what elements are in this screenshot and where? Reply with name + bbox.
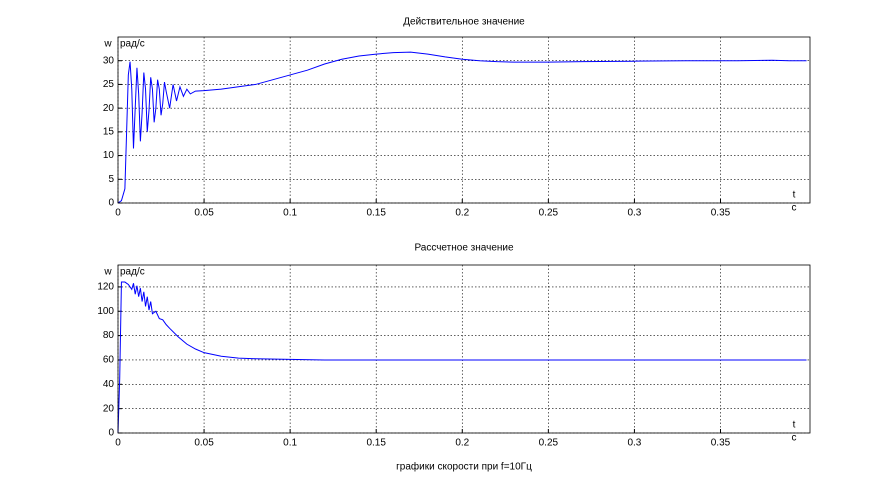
x-tick-label: 0.15 bbox=[366, 438, 386, 449]
data-line bbox=[117, 281, 807, 434]
x-tick-label: 0.05 bbox=[194, 208, 214, 219]
x-tick-label: 0.2 bbox=[455, 438, 469, 449]
x-tick-label: 0.1 bbox=[283, 438, 297, 449]
y-tick-label: 60 bbox=[103, 355, 115, 366]
x-tick-label: 0.05 bbox=[194, 438, 214, 449]
y-tick-label: 20 bbox=[103, 403, 115, 414]
x-axis-unit: с bbox=[792, 433, 797, 444]
y-tick-label: 40 bbox=[103, 379, 115, 390]
x-tick-label: 0.35 bbox=[711, 438, 731, 449]
y-axis-label: w bbox=[103, 267, 112, 278]
y-tick-label: 10 bbox=[103, 150, 115, 161]
y-axis-label: w bbox=[103, 39, 112, 50]
y-tick-label: 15 bbox=[103, 126, 115, 137]
y-tick-label: 80 bbox=[103, 330, 115, 341]
x-tick-label: 0.15 bbox=[366, 208, 386, 219]
x-tick-label: 0 bbox=[115, 438, 121, 449]
y-tick-label: 0 bbox=[108, 198, 114, 209]
y-tick-label: 25 bbox=[103, 79, 115, 90]
y-tick-label: 100 bbox=[97, 306, 114, 317]
x-tick-label: 0 bbox=[115, 208, 121, 219]
y-tick-label: 5 bbox=[108, 174, 114, 185]
plot-area bbox=[118, 265, 810, 433]
x-axis-unit: с bbox=[792, 203, 797, 214]
x-axis-label: t bbox=[793, 190, 796, 201]
axes-frame bbox=[117, 36, 811, 204]
caption: графики скорости при f=10Гц bbox=[396, 461, 532, 473]
chart-title: Действительное значение bbox=[403, 17, 525, 28]
y-tick-label: 0 bbox=[108, 428, 114, 439]
chart-title: Рассчетное значение bbox=[414, 243, 514, 254]
x-tick-label: 0.2 bbox=[455, 208, 469, 219]
x-tick-label: 0.3 bbox=[627, 208, 641, 219]
y-tick-label: 20 bbox=[103, 103, 115, 114]
data-line bbox=[117, 51, 807, 204]
x-tick-label: 0.1 bbox=[283, 208, 297, 219]
axes-frame bbox=[117, 264, 811, 434]
x-axis-label: t bbox=[793, 420, 796, 431]
x-tick-label: 0.35 bbox=[711, 208, 731, 219]
x-tick-label: 0.25 bbox=[539, 438, 559, 449]
y-tick-label: 120 bbox=[97, 282, 114, 293]
x-tick-label: 0.3 bbox=[627, 438, 641, 449]
plot-area bbox=[118, 37, 810, 203]
y-axis-unit: рад/с bbox=[120, 39, 145, 50]
y-tick-label: 30 bbox=[103, 55, 115, 66]
y-axis-unit: рад/с bbox=[120, 267, 145, 278]
x-tick-label: 0.25 bbox=[539, 208, 559, 219]
